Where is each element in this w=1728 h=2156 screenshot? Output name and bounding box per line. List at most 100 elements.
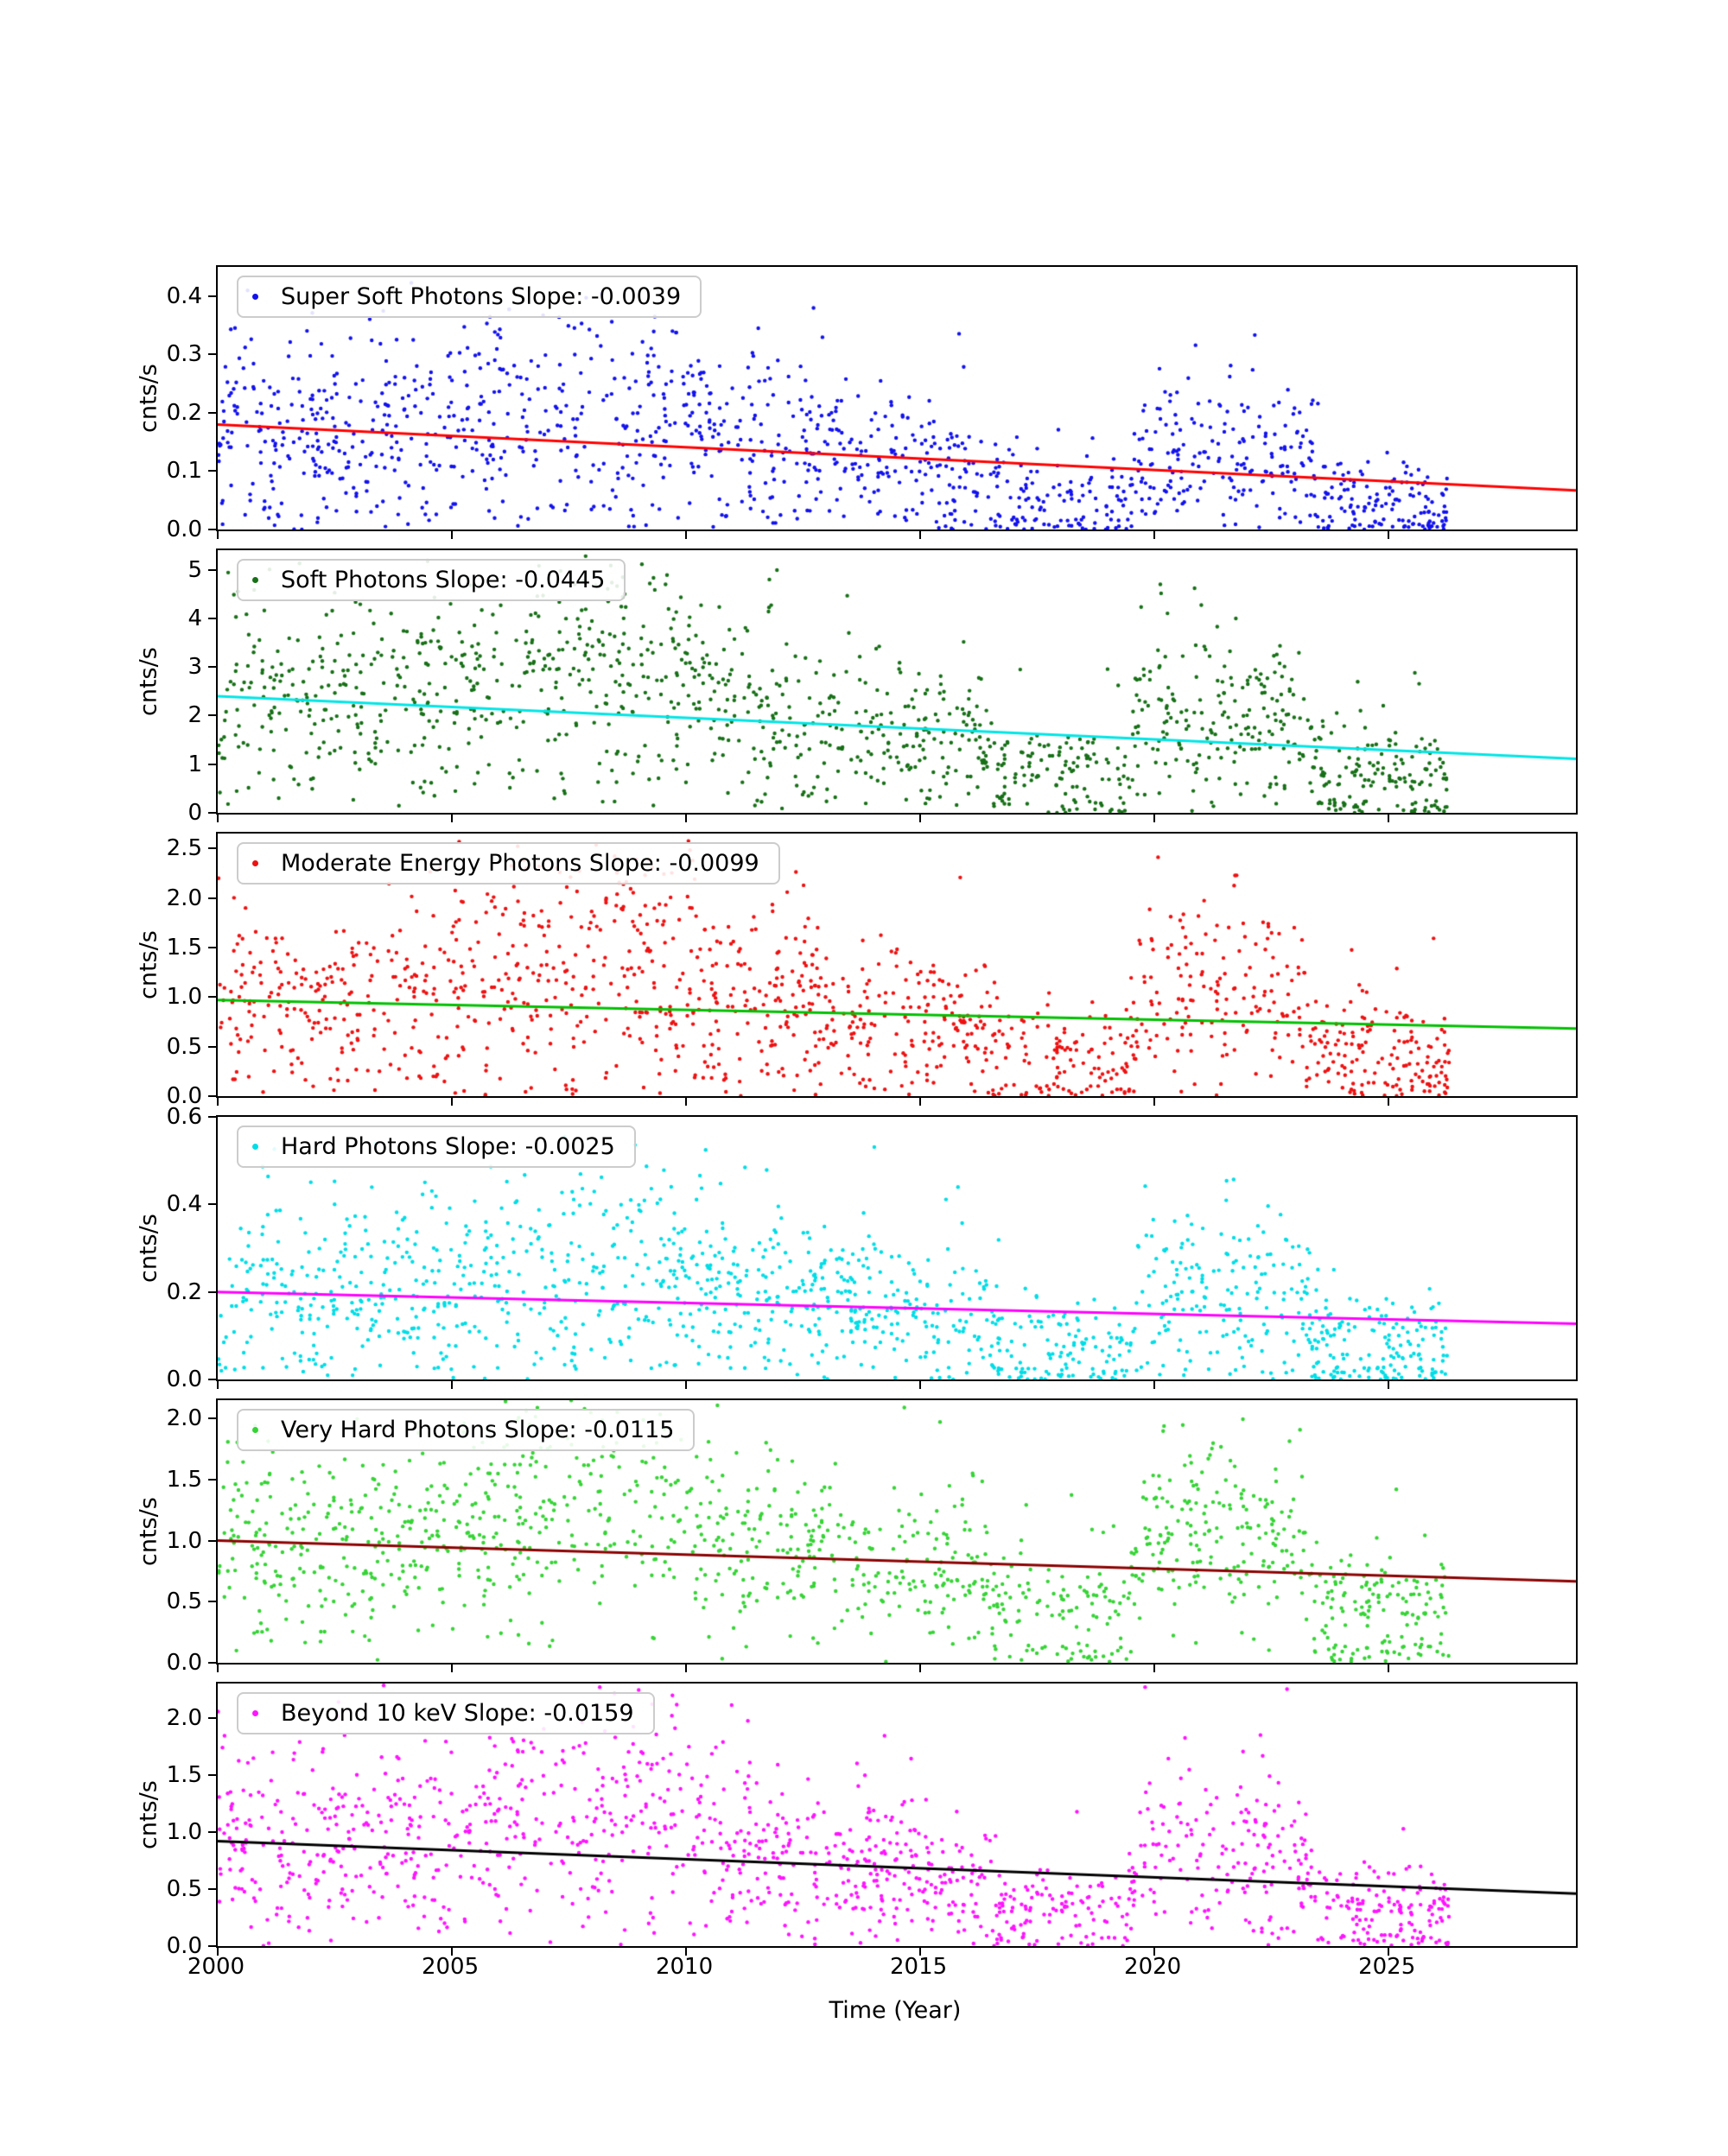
x-tick-mark: [1153, 1098, 1156, 1106]
x-tick-mark: [1388, 1665, 1390, 1672]
x-tick-mark: [1388, 1098, 1390, 1106]
y-tick-label: 0.5: [166, 1033, 202, 1060]
y-tick-mark: [208, 1045, 216, 1048]
x-tick-mark: [919, 1948, 922, 1956]
legend-marker-dot: [252, 294, 258, 300]
x-tick-mark: [1153, 1948, 1156, 1956]
y-tick-label: 0.4: [166, 1191, 202, 1218]
y-tick-label: 1.0: [166, 984, 202, 1011]
y-tick-mark: [208, 617, 216, 619]
y-tick-mark: [208, 897, 216, 899]
x-tick-mark: [919, 815, 922, 822]
legend-label: Moderate Energy Photons Slope: -0.0099: [281, 850, 759, 877]
legend: Beyond 10 keV Slope: -0.0159: [237, 1692, 655, 1734]
x-tick-mark: [217, 1381, 219, 1389]
y-tick-label: 0.0: [166, 1933, 202, 1959]
panel-soft-photons: cnts/s Soft Photons Slope: -0.0445 0 1 2 3 4…: [136, 549, 1578, 826]
x-tick-mark: [1153, 815, 1156, 822]
legend-label: Super Soft Photons Slope: -0.0039: [281, 283, 682, 310]
legend-marker-dot: [252, 1144, 258, 1150]
y-tick-label: 0.0: [166, 517, 202, 542]
y-tick-mark: [208, 1203, 216, 1206]
x-tick-mark: [1388, 531, 1390, 539]
y-tick-mark: [208, 1887, 216, 1890]
y-tick-mark: [208, 1116, 216, 1118]
y-tick-label: 0.4: [166, 282, 202, 309]
x-tick-label: 2025: [1358, 1954, 1416, 1980]
y-tick-mark: [208, 1773, 216, 1776]
y-tick-label: 1.0: [166, 1527, 202, 1554]
y-tick-label: 3: [187, 654, 202, 681]
y-tick-label: 4: [187, 605, 202, 631]
x-tick-label: 2020: [1124, 1954, 1182, 1980]
x-tick-mark: [685, 1948, 688, 1956]
legend-label: Beyond 10 keV Slope: -0.0159: [281, 1700, 634, 1727]
x-tick-mark: [451, 815, 454, 822]
y-tick-mark: [208, 1830, 216, 1833]
x-tick-mark: [217, 531, 219, 539]
y-tick-label: 0: [187, 800, 202, 826]
y-tick-label: 0.6: [166, 1104, 202, 1130]
y-tick-mark: [208, 1290, 216, 1293]
x-tick-mark: [217, 1665, 219, 1672]
y-axis-label: cnts/s: [135, 364, 162, 433]
legend: Super Soft Photons Slope: -0.0039: [237, 276, 702, 318]
y-tick-label: 0.2: [166, 1278, 202, 1305]
y-tick-mark: [208, 812, 216, 814]
x-tick-mark: [685, 1098, 688, 1106]
x-tick-mark: [685, 1381, 688, 1389]
x-tick-mark: [919, 1381, 922, 1389]
y-tick-mark: [208, 996, 216, 999]
x-tick-mark: [685, 531, 688, 539]
y-tick-label: 2: [187, 702, 202, 729]
y-tick-mark: [208, 763, 216, 765]
x-tick-mark: [919, 1098, 922, 1106]
y-tick-label: 0.2: [166, 399, 202, 426]
legend: Moderate Energy Photons Slope: -0.0099: [237, 842, 780, 885]
y-axis-label: cnts/s: [135, 1214, 162, 1283]
x-tick-mark: [217, 1948, 219, 1956]
legend-marker-dot: [252, 860, 258, 866]
x-tick-mark: [685, 1665, 688, 1672]
x-tick-mark: [919, 1665, 922, 1672]
y-tick-label: 0.5: [166, 1588, 202, 1615]
y-tick-mark: [208, 1662, 216, 1664]
panel-very-hard-photons: cnts/s Very Hard Photons Slope: -0.0115 …: [136, 1398, 1578, 1676]
y-tick-mark: [208, 411, 216, 414]
x-tick-mark: [451, 1948, 454, 1956]
x-tick-mark: [1153, 1381, 1156, 1389]
x-tick-mark: [1388, 1948, 1390, 1956]
y-tick-label: 1: [187, 751, 202, 777]
y-tick-mark: [208, 847, 216, 850]
y-tick-mark: [208, 946, 216, 948]
legend-marker-dot: [252, 1710, 258, 1716]
legend: Soft Photons Slope: -0.0445: [237, 559, 626, 601]
y-tick-label: 1.5: [166, 934, 202, 961]
legend: Very Hard Photons Slope: -0.0115: [237, 1409, 696, 1451]
y-tick-mark: [208, 1478, 216, 1481]
x-tick-label: 2005: [421, 1954, 480, 1980]
panel-moderate-energy-photons: cnts/s Moderate Energy Photons Slope: -0…: [136, 832, 1578, 1109]
y-tick-mark: [208, 529, 216, 530]
legend-label: Very Hard Photons Slope: -0.0115: [281, 1417, 675, 1443]
y-tick-label: 1.5: [166, 1466, 202, 1493]
y-tick-mark: [208, 714, 216, 717]
y-tick-mark: [208, 1601, 216, 1603]
x-tick-mark: [1153, 531, 1156, 539]
x-tick-mark: [1153, 1665, 1156, 1672]
y-tick-label: 2.0: [166, 885, 202, 911]
legend: Hard Photons Slope: -0.0025: [237, 1126, 636, 1168]
legend-marker-dot: [252, 1427, 258, 1433]
y-tick-mark: [208, 1945, 216, 1947]
x-tick-mark: [1388, 1381, 1390, 1389]
y-tick-label: 2.5: [166, 835, 202, 862]
y-tick-mark: [208, 295, 216, 297]
panel-beyond-10-kev: cnts/s Beyond 10 keV Slope: -0.0159 0.0 0…: [136, 1682, 1578, 1959]
x-tick-mark: [451, 1381, 454, 1389]
x-tick-mark: [919, 531, 922, 539]
y-tick-label: 0.1: [166, 458, 202, 485]
x-tick-label: 2010: [655, 1954, 714, 1980]
y-tick-mark: [208, 1716, 216, 1719]
y-tick-mark: [208, 1379, 216, 1380]
